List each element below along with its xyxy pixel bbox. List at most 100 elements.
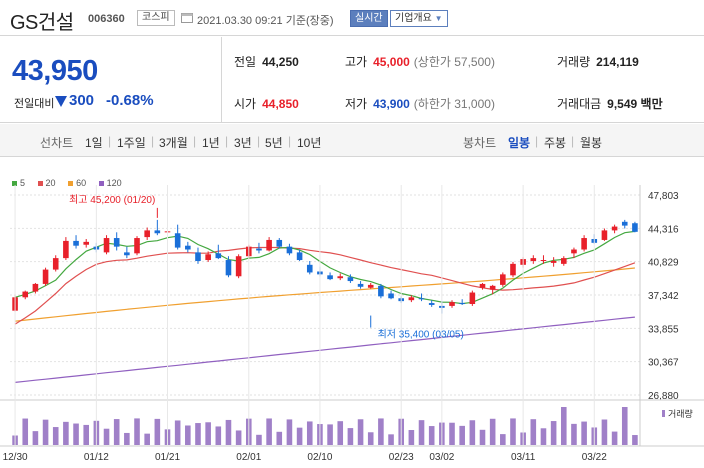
legend-ma60: 60: [68, 178, 86, 188]
candle-body: [266, 239, 272, 251]
high-price: 고가 45,000 (상한가 57,500): [345, 55, 495, 69]
y-tick-label: 26,880: [648, 391, 679, 402]
volume-bar: [154, 418, 161, 445]
y-tick-label: 40,829: [648, 258, 679, 269]
open-price: 시가 44,850: [234, 97, 299, 111]
candle-monthly[interactable]: 월봉: [580, 136, 603, 150]
ma120-line: [15, 316, 635, 383]
x-tick-label: 12/30: [3, 452, 28, 463]
candle-body: [408, 297, 415, 301]
realtime-button[interactable]: 실시간: [350, 10, 388, 27]
volume-bar: [276, 431, 283, 445]
period-1d[interactable]: 1일: [85, 136, 103, 150]
period-3y[interactable]: 3년: [234, 136, 252, 150]
divider: |: [288, 134, 292, 148]
candle-body: [500, 274, 506, 285]
volume-bar: [408, 430, 415, 445]
volume-bar: [418, 420, 425, 445]
period-5y[interactable]: 5년: [265, 136, 283, 150]
period-1w[interactable]: 1주일: [117, 136, 146, 150]
candle-body: [449, 302, 455, 306]
divider: |: [108, 134, 112, 148]
chevron-down-icon: ▼: [434, 14, 443, 23]
volume-bar: [42, 419, 49, 445]
volume-bar: [560, 407, 567, 445]
price-change-percent: -0.68%: [106, 92, 154, 109]
candle-body: [388, 293, 394, 299]
volume-bar: [286, 419, 293, 445]
divider: |: [571, 134, 575, 148]
company-info-dropdown[interactable]: 기업개요 ▼: [390, 10, 448, 27]
volume-bar: [256, 434, 262, 445]
period-1y[interactable]: 1년: [202, 136, 220, 150]
legend-ma120: 120: [98, 178, 122, 188]
calendar-icon: [181, 13, 193, 23]
candle-body: [378, 285, 384, 297]
candle-body: [215, 253, 222, 259]
volume-bar: [337, 421, 344, 445]
volume-bar: [296, 427, 303, 445]
chart-toolbar: 선차트 1일 | 1주일 | 3개월 | 1년 | 3년 | 5년 | 10년 …: [0, 124, 704, 157]
candle-body: [276, 239, 283, 247]
candle-body: [154, 230, 161, 234]
x-tick-label: 02/01: [236, 452, 261, 463]
candle-body: [205, 254, 211, 261]
price-change: 300: [69, 92, 95, 109]
y-tick-label: 30,367: [648, 358, 679, 369]
x-tick-label: 01/12: [84, 452, 109, 463]
candle-chart-label: 봉차트: [463, 136, 497, 150]
candle-body: [195, 252, 201, 261]
volume-bar: [235, 430, 242, 445]
divider: |: [151, 134, 155, 148]
volume-bar: [63, 421, 69, 445]
candle-body: [296, 252, 303, 261]
candle-body: [144, 230, 150, 238]
period-3m[interactable]: 3개월: [159, 136, 188, 150]
volume-bar: [174, 420, 181, 445]
volume-bar: [225, 419, 232, 445]
candle-body: [63, 240, 69, 259]
volume-bar: [571, 423, 577, 445]
candle-body: [510, 263, 516, 276]
volume-bar: [347, 428, 354, 445]
candle-body: [286, 246, 293, 254]
stock-header: GS건설 006360 코스피 2021.03.30 09:21 기준(장중) …: [0, 0, 704, 36]
volume-bar: [32, 431, 39, 445]
candle-body: [32, 283, 39, 292]
candle-body: [306, 264, 313, 273]
candle-body: [235, 256, 242, 277]
prev-close: 전일 44,250: [234, 55, 299, 69]
down-arrow-icon: [55, 96, 67, 107]
y-tick-label: 33,855: [648, 324, 679, 335]
period-10y[interactable]: 10년: [297, 136, 322, 150]
candle-body: [73, 240, 79, 246]
candle-daily[interactable]: 일봉: [508, 136, 531, 150]
volume-bar: [540, 428, 547, 445]
candle-body: [550, 260, 557, 263]
volume-bar: [103, 428, 110, 445]
volume-bar: [195, 423, 201, 445]
candle-body: [418, 298, 425, 300]
low-price: 저가 43,900 (하한가 31,000): [345, 97, 495, 111]
candle-body: [601, 230, 608, 240]
candle-weekly[interactable]: 주봉: [544, 136, 567, 150]
quote-datetime: 2021.03.30 09:21 기준(장중): [197, 15, 334, 27]
volume: 거래량 214,119: [557, 55, 639, 69]
candle-body: [611, 226, 618, 231]
candle-body: [469, 292, 476, 304]
divider: |: [225, 134, 229, 148]
candle-body: [540, 260, 547, 262]
market-badge: 코스피: [137, 10, 175, 26]
volume-bar: [489, 418, 496, 445]
divider: [221, 37, 222, 123]
min-price-annotation: 최저 35,400 (03/05): [378, 329, 464, 341]
candle-body: [42, 269, 49, 284]
y-tick-label: 37,342: [648, 291, 679, 302]
candle-body: [22, 291, 29, 298]
x-tick-label: 02/23: [389, 452, 414, 463]
volume-bar: [428, 426, 435, 445]
candle-body: [113, 238, 120, 247]
candle-body: [174, 233, 181, 248]
candle-body: [256, 248, 262, 251]
